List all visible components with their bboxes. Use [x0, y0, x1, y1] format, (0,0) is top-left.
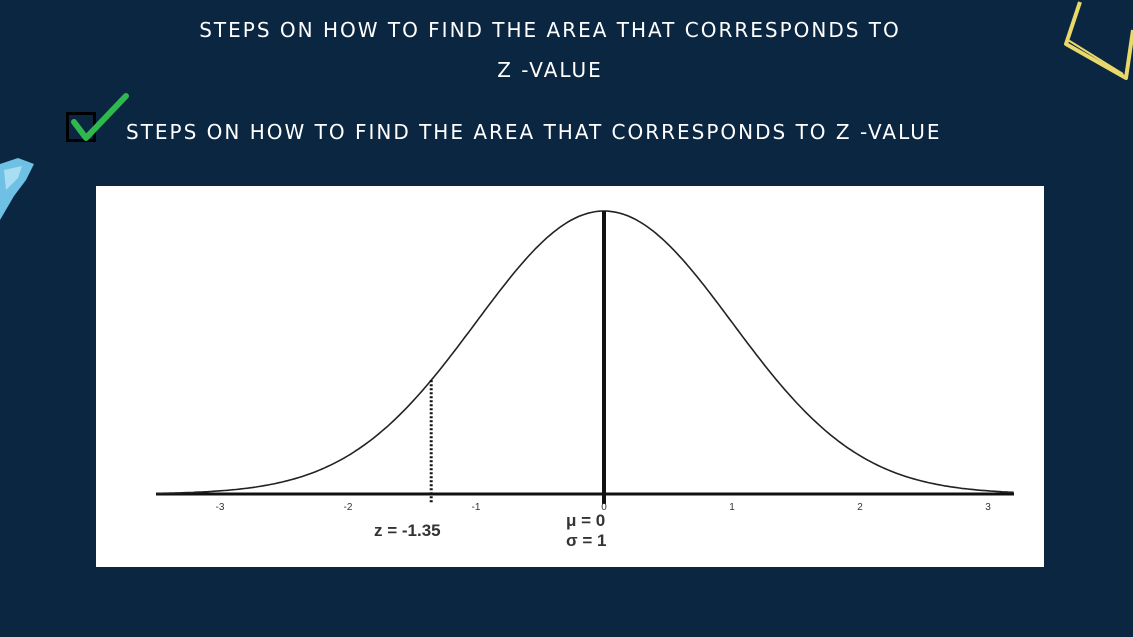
title-line-2: Z -VALUE [497, 58, 603, 82]
title-line-1: STEPS ON HOW TO FIND THE AREA THAT CORRE… [199, 18, 901, 42]
tick-label: 2 [857, 502, 863, 513]
sigma-label: σ = 1 [566, 531, 606, 550]
checkmark-icon [71, 93, 129, 141]
tick-label: -1 [472, 502, 481, 513]
normal-curve [155, 210, 1014, 495]
mu-label: μ = 0 [566, 511, 605, 530]
tick-label: 0 [601, 502, 607, 513]
normal-curve-figure: -3 -2 -1 0 1 2 3 z = -1.35 μ = 0 σ = 1 [96, 186, 1044, 567]
yellow-square-decoration [1058, 0, 1133, 89]
z-label: z = -1.35 [374, 521, 441, 540]
bullet-item: STEPS ON HOW TO FIND THE AREA THAT CORRE… [62, 92, 1062, 152]
blue-brush-decoration [0, 150, 40, 234]
normal-curve-svg: -3 -2 -1 0 1 2 3 z = -1.35 μ = 0 σ = 1 [155, 210, 1014, 550]
tick-label: 1 [729, 502, 735, 513]
tick-labels: -3 -2 -1 0 1 2 3 [216, 502, 992, 513]
tick-label: 3 [985, 502, 991, 513]
tick-label: -2 [344, 502, 353, 513]
tick-label: -3 [216, 502, 225, 513]
bullet-text: STEPS ON HOW TO FIND THE AREA THAT CORRE… [126, 120, 942, 144]
slide-title: STEPS ON HOW TO FIND THE AREA THAT CORRE… [140, 10, 960, 90]
